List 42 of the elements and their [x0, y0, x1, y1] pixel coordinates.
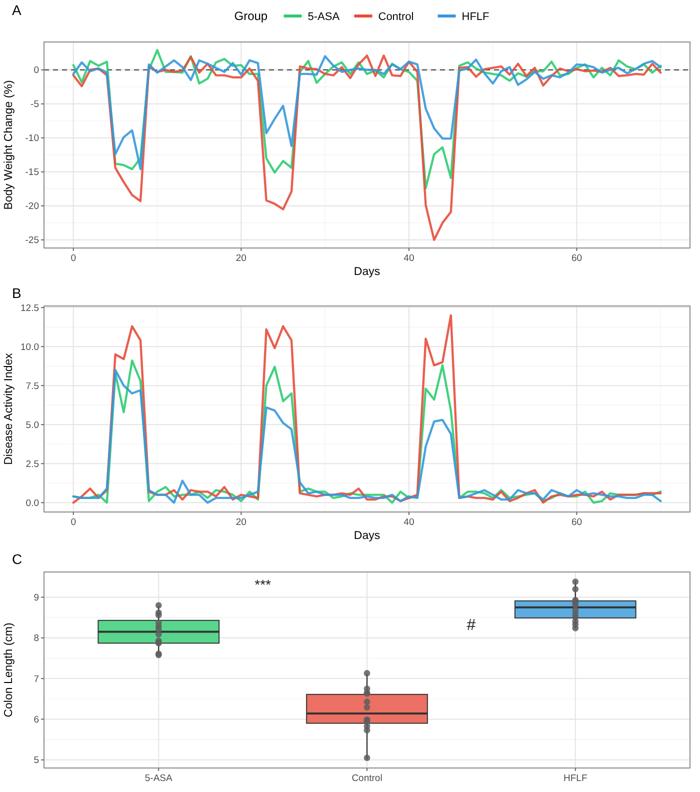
x-tick-label: Control	[352, 773, 382, 784]
x-axis-title: Days	[354, 530, 380, 542]
x-tick-label: 20	[236, 517, 246, 528]
y-tick-label: -20	[25, 201, 39, 212]
annotation: #	[466, 617, 476, 634]
y-tick-label: 7.5	[26, 380, 39, 392]
y-axis-title: Colon Length (cm)	[3, 622, 15, 718]
legend-title: Group	[234, 9, 268, 24]
x-tick-label: 0	[70, 517, 76, 528]
x-tick-label: 0	[70, 253, 76, 264]
legend-label: 5-ASA	[308, 10, 340, 23]
x-tick-label: 40	[404, 517, 414, 528]
legend-label: Control	[378, 10, 414, 23]
legend-label: HFLF	[462, 10, 490, 23]
y-tick-label: 10.0	[20, 342, 39, 353]
y-tick-label: 2.5	[26, 458, 39, 470]
x-tick-label: 5-ASA	[144, 773, 173, 784]
x-axis-title: Days	[354, 266, 380, 278]
y-tick-label: 0	[34, 65, 39, 76]
x-tick-label: 60	[571, 517, 582, 528]
chart-title: A	[12, 2, 22, 18]
y-tick-label: 6	[34, 714, 39, 726]
y-tick-label: 7	[34, 674, 39, 685]
y-tick-label: -25	[25, 235, 39, 246]
y-tick-label: 8	[34, 633, 39, 644]
annotation: ***	[254, 576, 272, 593]
chart-title: C	[12, 551, 22, 567]
chart-title: B	[12, 285, 22, 301]
y-axis-title: Disease Activity Index	[3, 352, 15, 465]
y-tick-label: -10	[25, 133, 39, 144]
y-tick-label: -15	[25, 167, 39, 178]
y-tick-label: 5.0	[26, 420, 39, 431]
y-tick-label: -5	[30, 99, 39, 110]
y-tick-label: 5	[34, 755, 39, 766]
y-axis-title: Body Weight Change (%)	[3, 80, 15, 210]
x-tick-label: 20	[236, 253, 246, 264]
y-tick-label: 9	[34, 592, 39, 604]
x-tick-label: HFLF	[564, 773, 588, 784]
y-tick-label: 12.5	[20, 302, 39, 314]
x-tick-label: 40	[404, 253, 414, 264]
y-tick-label: 0.0	[26, 498, 39, 509]
x-tick-label: 60	[571, 253, 582, 264]
